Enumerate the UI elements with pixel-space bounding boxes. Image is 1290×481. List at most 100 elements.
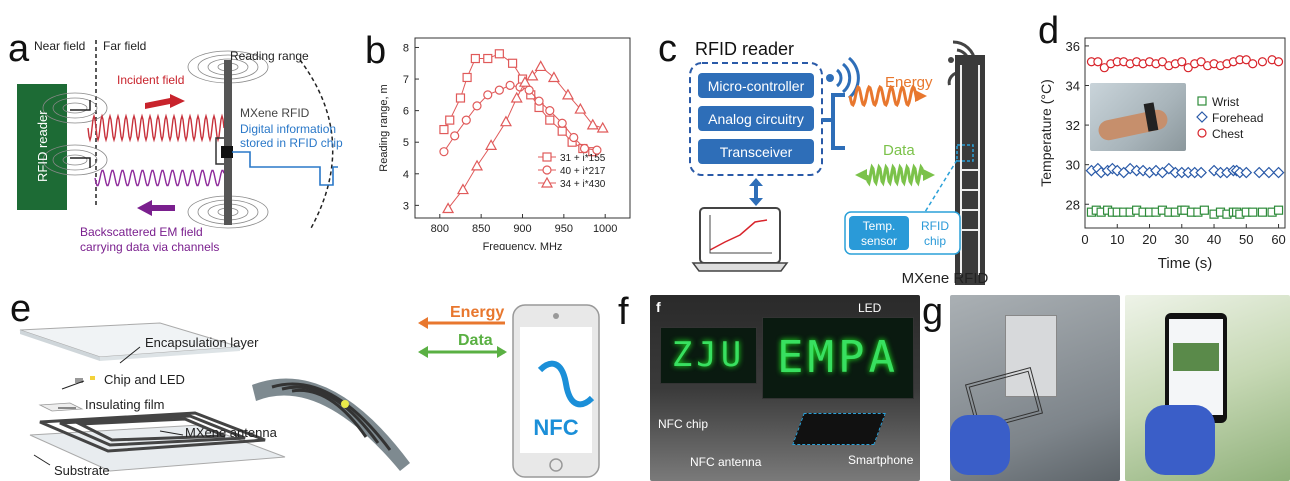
led-label: LED xyxy=(858,301,882,315)
reader-signal-icon xyxy=(835,56,860,100)
series-line xyxy=(443,53,593,153)
y-tick-label: 28 xyxy=(1066,197,1080,212)
panel-d: d 0 10 20 30 40 50 60 28 30 32 34 36 Time (s) Tempera… xyxy=(1030,0,1290,290)
data-point xyxy=(1263,166,1275,179)
data-point xyxy=(524,85,534,95)
data-point xyxy=(461,115,471,125)
nfc-layer-diagram: Encapsulation layer Chip and LED Insulat… xyxy=(19,304,600,478)
svg-text:RFID: RFID xyxy=(921,219,949,233)
data-point xyxy=(545,115,555,125)
chip-led-label: Chip and LED xyxy=(104,372,185,387)
far-field-label: Far field xyxy=(103,39,146,53)
backscatter-label-2: carrying data via channels xyxy=(80,240,220,254)
data-point xyxy=(499,115,512,127)
legend-marker xyxy=(540,176,554,188)
data-point xyxy=(1272,166,1285,179)
c-data-label: Data xyxy=(883,142,915,159)
panel-label-a: a xyxy=(8,28,30,70)
panel-label-g: g xyxy=(922,291,944,333)
energy-wave xyxy=(848,84,919,108)
x-tick-label: 60 xyxy=(1271,232,1285,247)
data-point xyxy=(592,145,602,155)
x-axis-label: Frequency, MHz xyxy=(483,241,563,250)
e-energy-label: Energy xyxy=(450,304,504,321)
y-tick-label: 7 xyxy=(403,74,409,86)
analog-circuitry-box xyxy=(698,106,814,131)
panel-b: b 800 850 900 950 1000 3 4 5 6 7 8 Frequency, MHz Re… xyxy=(360,0,650,250)
incident-wave xyxy=(87,113,225,143)
data-point xyxy=(483,90,493,100)
nfc-chip-label: NFC chip xyxy=(658,417,709,431)
svg-text:Temp.: Temp. xyxy=(863,219,896,233)
rfid-reader-label: RFID reader xyxy=(35,110,50,182)
digital-info-label-1: Digital information xyxy=(240,122,336,136)
x-tick-label: 900 xyxy=(513,223,531,235)
legend-marker xyxy=(1197,96,1207,106)
data-point xyxy=(470,53,480,64)
svg-text:chip: chip xyxy=(924,234,946,248)
panel-e: e Encapsulation layer Chip and LED Insul… xyxy=(0,285,610,481)
data-point xyxy=(494,49,504,59)
x-tick-label: 0 xyxy=(1081,232,1088,247)
y-axis-label: Temperature (°C) xyxy=(1038,79,1054,187)
data-point xyxy=(1093,57,1103,67)
x-tick-label: 10 xyxy=(1110,232,1124,247)
plant-phone-photo xyxy=(1125,295,1290,481)
incident-arrow xyxy=(145,94,185,109)
data-point xyxy=(456,183,469,195)
c-rfid-reader-label: RFID reader xyxy=(695,39,794,59)
panel-label-d: d xyxy=(1038,10,1060,52)
data-point xyxy=(1273,205,1284,215)
c-energy-label: Energy xyxy=(885,74,933,91)
data-point xyxy=(1241,55,1251,65)
data-point xyxy=(510,91,523,103)
data-point xyxy=(1257,57,1268,67)
data-point xyxy=(1195,166,1207,179)
wrist-photo xyxy=(1090,83,1186,151)
led-demo-photo: f ZJU EMPA LED NFC chip NFC antenna Smar… xyxy=(650,295,920,481)
panel-c: c RFID reader Micro-controller Analog ci… xyxy=(655,0,1030,290)
x-tick-label: 40 xyxy=(1207,232,1221,247)
chart-d-frame xyxy=(1084,37,1286,229)
reading-range-label: Reading range xyxy=(230,49,309,63)
nfc-antenna-label: NFC antenna xyxy=(690,455,762,469)
data-point xyxy=(505,80,515,90)
data-point xyxy=(1253,166,1266,179)
data-point xyxy=(1157,57,1168,67)
mxene-antenna-coil xyxy=(39,411,266,453)
panel-g: g xyxy=(920,285,1290,481)
y-tick-label: 4 xyxy=(403,169,409,181)
legend-label: 34 + i*430 xyxy=(560,179,606,190)
legend-marker xyxy=(542,152,552,162)
y-tick-label: 30 xyxy=(1066,158,1080,173)
data-point xyxy=(534,96,544,106)
micro-controller-box xyxy=(698,73,814,98)
data-point xyxy=(596,121,609,133)
data-point xyxy=(534,60,547,72)
led-sign-left: ZJU xyxy=(660,327,757,384)
reading-range-chart: 800 850 900 950 1000 3 4 5 6 7 8 Frequency, MHz Read… xyxy=(378,37,631,250)
x-tick-label: 1000 xyxy=(593,223,617,235)
data-point xyxy=(450,131,460,141)
data-point xyxy=(442,202,455,214)
smartphone-label: Smartphone xyxy=(848,453,914,467)
legend-marker xyxy=(1197,128,1207,138)
data-point xyxy=(485,139,498,150)
data-point xyxy=(1099,63,1109,73)
data-point xyxy=(1248,207,1258,217)
backscatter-label-1: Backscattered EM field xyxy=(80,225,203,239)
data-point xyxy=(494,85,504,95)
panel-f: f f ZJU EMPA LED NFC chip NFC antenna Sm… xyxy=(610,285,920,481)
data-point xyxy=(574,102,587,114)
y-axis-label: Reading range, m xyxy=(378,84,390,171)
y-tick-label: 8 xyxy=(403,42,409,54)
panel-label-f: f xyxy=(618,291,629,333)
panel-label-b: b xyxy=(365,30,387,72)
y-tick-label: 36 xyxy=(1066,39,1080,54)
y-tick-label: 5 xyxy=(403,137,409,149)
legend-label: Chest xyxy=(1212,127,1244,141)
data-point xyxy=(545,106,555,116)
rfid-system-diagram: RFID reader Micro-controller Analog circ… xyxy=(689,39,989,287)
temperature-chart: 0 10 20 30 40 50 60 28 30 32 34 36 Time (s) Temperatu… xyxy=(1038,37,1286,272)
insulating-label: Insulating film xyxy=(85,397,164,412)
